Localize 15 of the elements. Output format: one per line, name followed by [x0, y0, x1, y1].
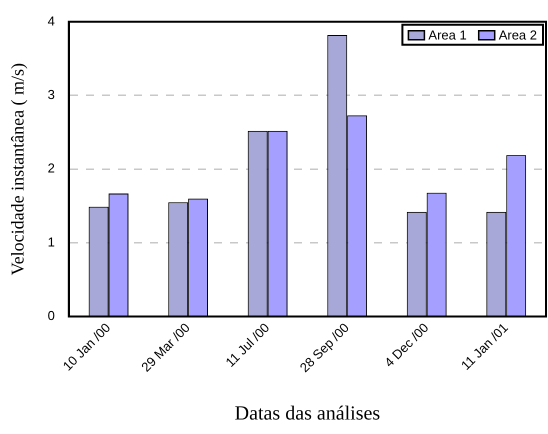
y-tick-label: 3 — [48, 87, 55, 102]
x-tick-label: 4 Dec /00 — [381, 320, 432, 370]
x-axis-title: Datas das análises — [234, 402, 380, 424]
y-axis-title: Velocidade instantânea ( m/s) — [8, 62, 28, 276]
x-tick-label: 28 Sep /00 — [296, 320, 352, 376]
legend-label: Area 2 — [498, 27, 538, 42]
legend-label: Area 1 — [428, 27, 467, 42]
y-tick-label: 0 — [48, 308, 55, 324]
x-tick-label: 29 Mar /00 — [138, 320, 193, 375]
x-tick-label: 11 Jan /01 — [458, 320, 511, 373]
x-tick-label: 10 Jan /00 — [60, 320, 114, 374]
y-tick-label: 2 — [48, 160, 55, 176]
x-tick-label: 11 Jul /00 — [222, 320, 272, 370]
y-tick-label: 4 — [48, 13, 55, 28]
y-tick-label: 1 — [48, 234, 55, 250]
